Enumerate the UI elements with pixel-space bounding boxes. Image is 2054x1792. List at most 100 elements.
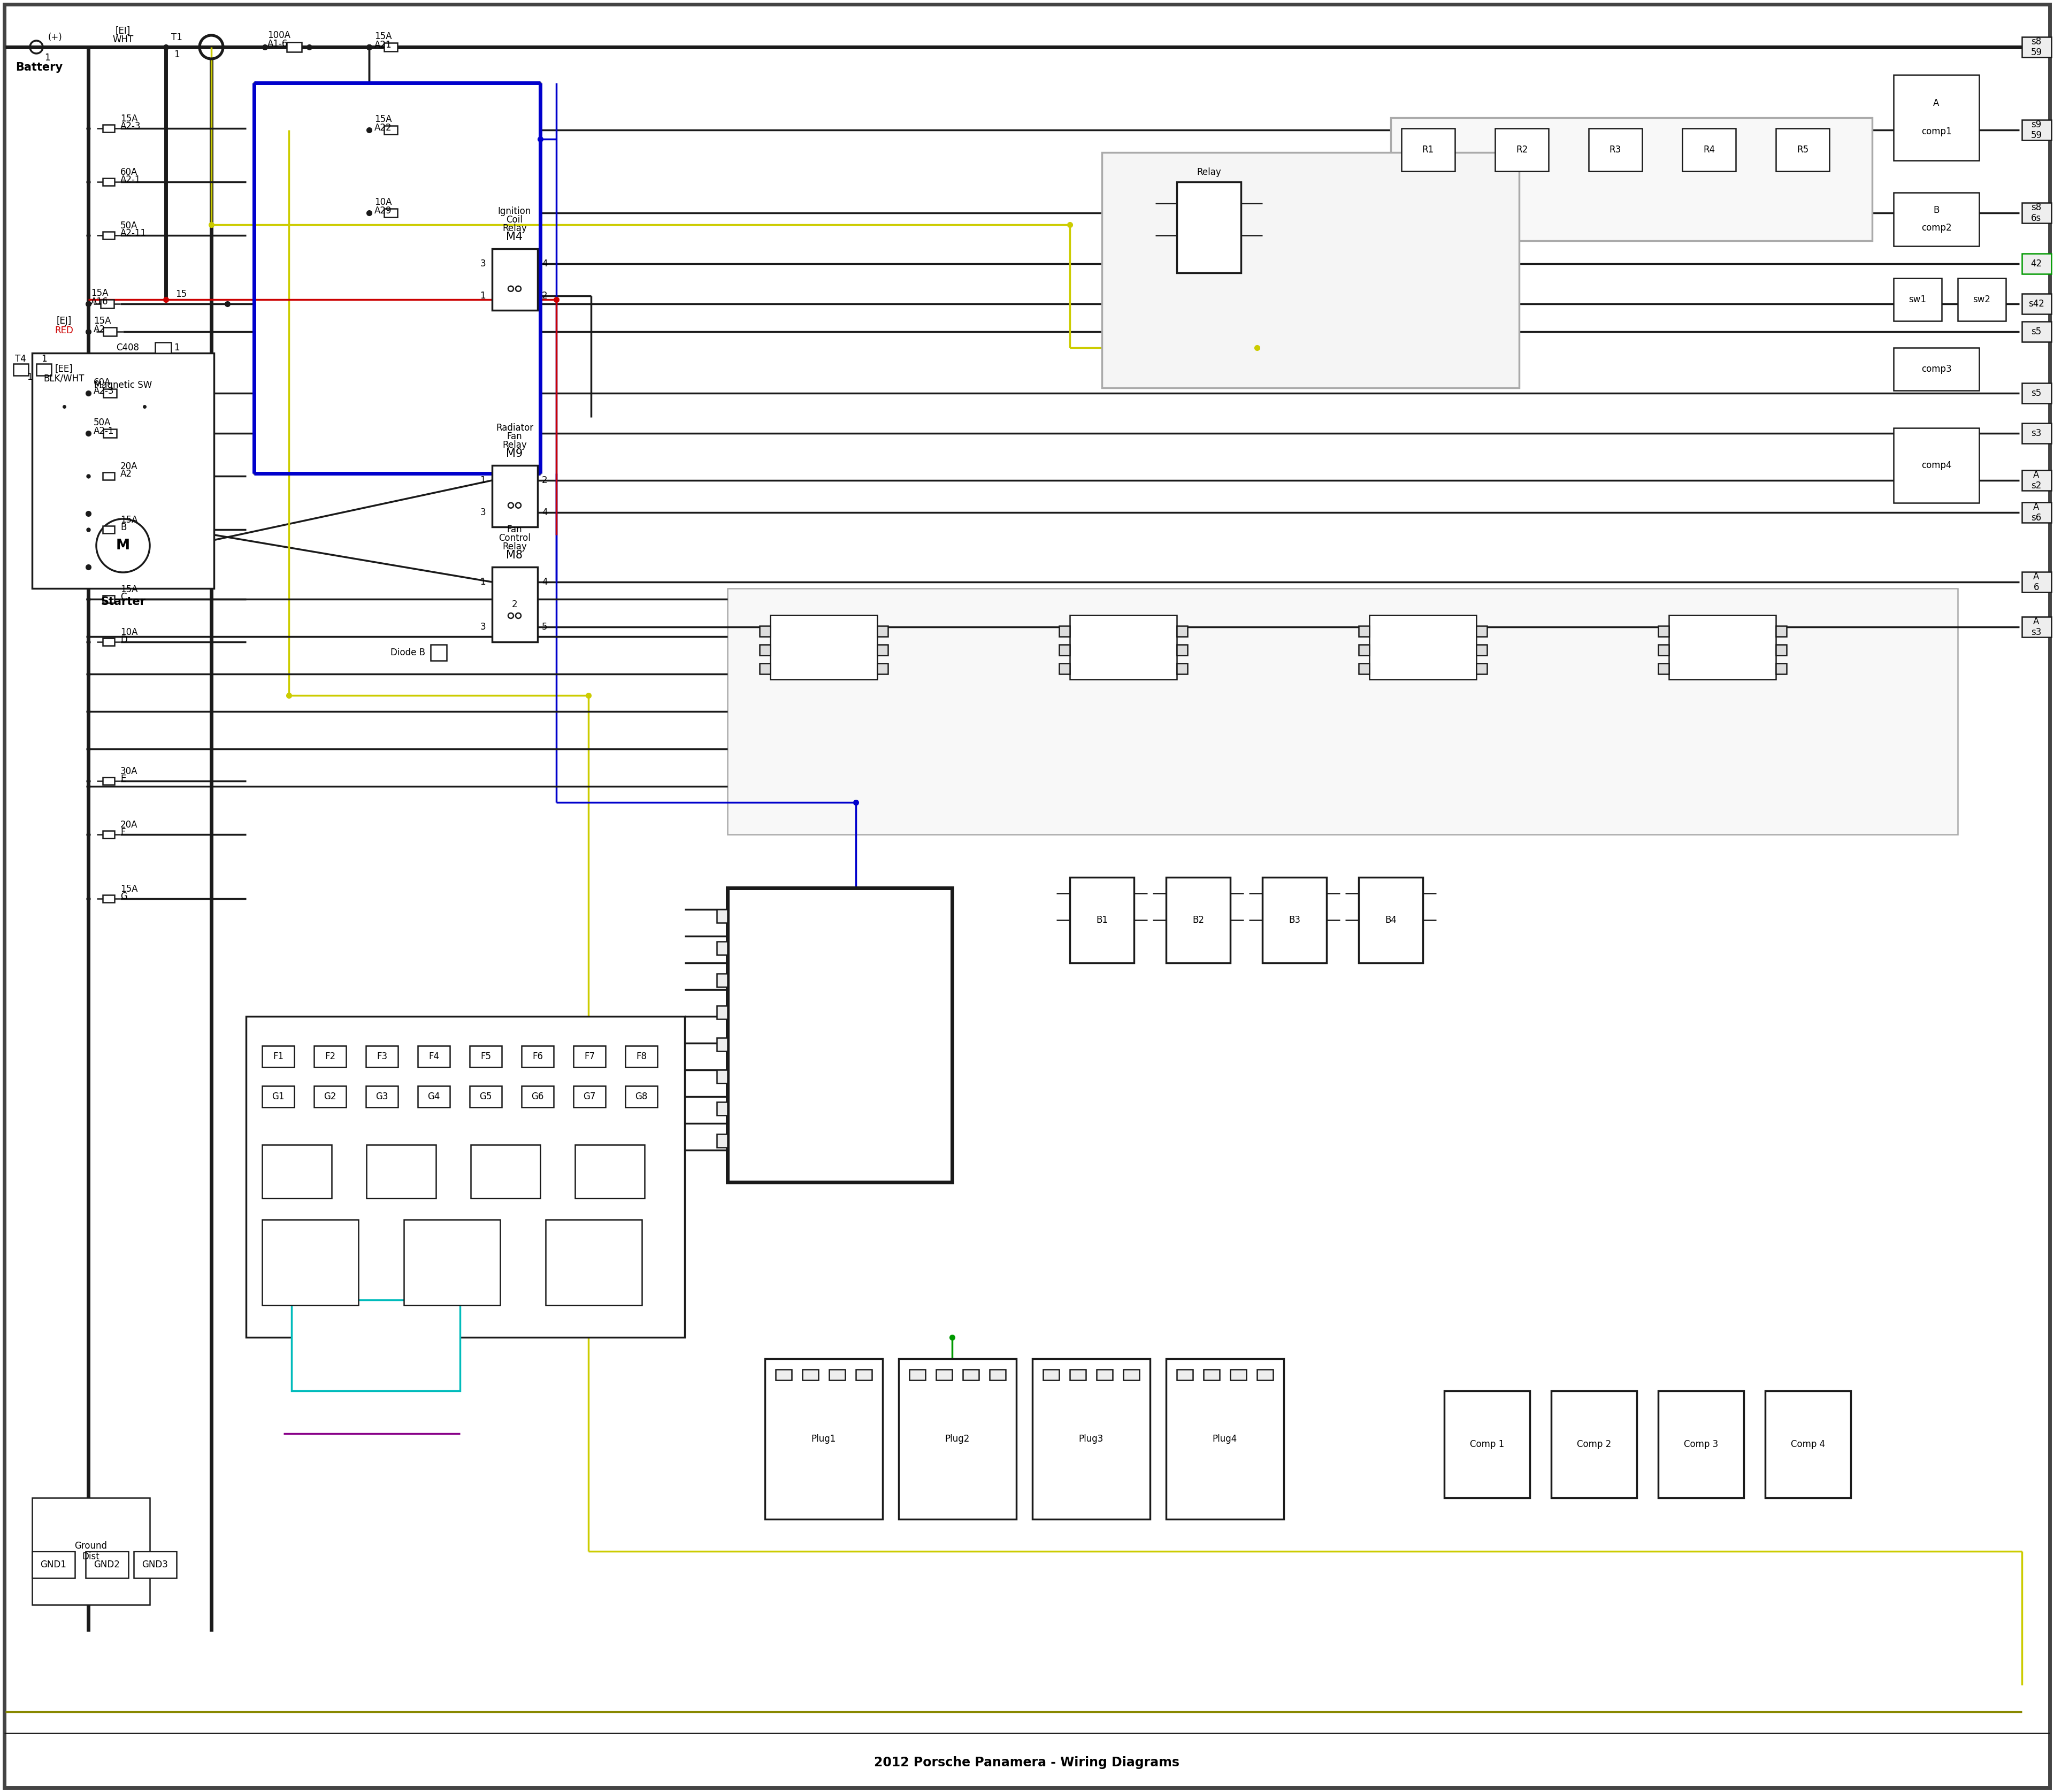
Text: 3: 3: [481, 622, 485, 633]
Bar: [103, 778, 115, 785]
Text: Ignition: Ignition: [497, 206, 532, 217]
Text: Control: Control: [499, 534, 530, 543]
Text: A22: A22: [374, 124, 392, 133]
Bar: [1777, 645, 1787, 656]
Text: F7: F7: [583, 1052, 596, 1061]
Text: 10A: 10A: [121, 627, 138, 638]
Text: 15A: 15A: [121, 514, 138, 525]
Text: A2: A2: [94, 324, 105, 335]
Text: 15A: 15A: [374, 115, 392, 124]
Bar: [2021, 502, 2052, 523]
Text: G8: G8: [635, 1091, 647, 1102]
Bar: [103, 125, 115, 133]
Bar: [1477, 625, 1487, 636]
Bar: [1658, 625, 1668, 636]
Text: 2: 2: [542, 475, 548, 486]
Text: Magnetic SW: Magnetic SW: [94, 380, 152, 391]
Text: 1: 1: [481, 577, 485, 586]
Bar: [1777, 625, 1787, 636]
Bar: [717, 1102, 727, 1115]
Bar: [384, 125, 396, 134]
Text: Relay: Relay: [503, 224, 526, 233]
Text: s42: s42: [2029, 299, 2044, 308]
Text: G6: G6: [532, 1091, 544, 1102]
Text: Fan: Fan: [507, 432, 522, 441]
Text: GND1: GND1: [41, 1559, 66, 1570]
Bar: [1167, 1358, 1284, 1520]
Text: B2: B2: [1191, 916, 1204, 925]
Bar: [14, 364, 29, 376]
Text: 30A: 30A: [121, 767, 138, 776]
Bar: [314, 1047, 345, 1068]
Bar: [1894, 428, 1980, 504]
Text: 60A: 60A: [121, 167, 138, 177]
Bar: [1894, 75, 1980, 161]
Text: 20A: 20A: [121, 821, 138, 830]
Bar: [1894, 348, 1980, 391]
Text: 4: 4: [542, 258, 548, 269]
Text: A: A: [1933, 99, 1939, 108]
Bar: [1358, 645, 1370, 656]
Text: R1: R1: [1421, 145, 1434, 154]
Text: T4: T4: [14, 355, 27, 364]
Text: B1: B1: [1097, 916, 1107, 925]
Text: E: E: [121, 774, 125, 783]
Bar: [1097, 1369, 1113, 1380]
Text: A2-11: A2-11: [121, 228, 146, 238]
Text: 2012 Porsche Panamera - Wiring Diagrams: 2012 Porsche Panamera - Wiring Diagrams: [875, 1756, 1179, 1769]
Bar: [573, 1047, 606, 1068]
Text: A
s6: A s6: [2031, 502, 2042, 523]
Bar: [103, 231, 115, 238]
Text: F3: F3: [376, 1052, 388, 1061]
Text: A29: A29: [374, 206, 392, 215]
Text: Relay: Relay: [503, 541, 526, 552]
Text: comp4: comp4: [1920, 461, 1951, 470]
Bar: [493, 566, 538, 642]
Bar: [1177, 181, 1241, 272]
Text: Battery: Battery: [16, 63, 62, 73]
Bar: [1401, 129, 1454, 172]
Text: 1: 1: [481, 290, 485, 301]
Text: 1: 1: [175, 50, 179, 59]
Text: A1-6: A1-6: [267, 39, 288, 48]
Bar: [963, 1369, 980, 1380]
Bar: [101, 299, 113, 308]
Text: 15A: 15A: [90, 289, 109, 297]
Bar: [2021, 253, 2052, 274]
Bar: [314, 1086, 345, 1107]
Text: A16: A16: [90, 297, 109, 306]
Bar: [1682, 129, 1736, 172]
Text: T1: T1: [170, 32, 183, 43]
Bar: [717, 1038, 727, 1052]
Bar: [1070, 615, 1177, 679]
Bar: [134, 1552, 177, 1579]
Bar: [366, 1047, 398, 1068]
Bar: [431, 645, 446, 661]
Text: GND3: GND3: [142, 1559, 168, 1570]
Text: 15A: 15A: [121, 115, 138, 124]
Text: 42: 42: [2031, 258, 2042, 269]
Bar: [1391, 118, 1871, 240]
Bar: [103, 525, 115, 534]
Bar: [2021, 423, 2052, 443]
Bar: [760, 663, 770, 674]
Text: [EE]: [EE]: [55, 364, 74, 375]
Text: Comp 2: Comp 2: [1577, 1439, 1610, 1450]
Bar: [1777, 129, 1830, 172]
Bar: [1894, 192, 1980, 246]
Bar: [1370, 615, 1477, 679]
Text: A
s3: A s3: [2031, 616, 2042, 638]
Text: 60A: 60A: [94, 378, 111, 387]
Text: Relay: Relay: [503, 441, 526, 450]
Text: 100A: 100A: [267, 30, 290, 39]
Bar: [717, 1005, 727, 1020]
Bar: [573, 1086, 606, 1107]
Bar: [263, 1145, 331, 1199]
Bar: [1060, 625, 1070, 636]
Text: G: G: [121, 892, 127, 901]
Bar: [384, 43, 396, 52]
Text: 15A: 15A: [121, 584, 138, 595]
Bar: [830, 1369, 844, 1380]
Bar: [103, 894, 115, 903]
Bar: [1495, 129, 1549, 172]
